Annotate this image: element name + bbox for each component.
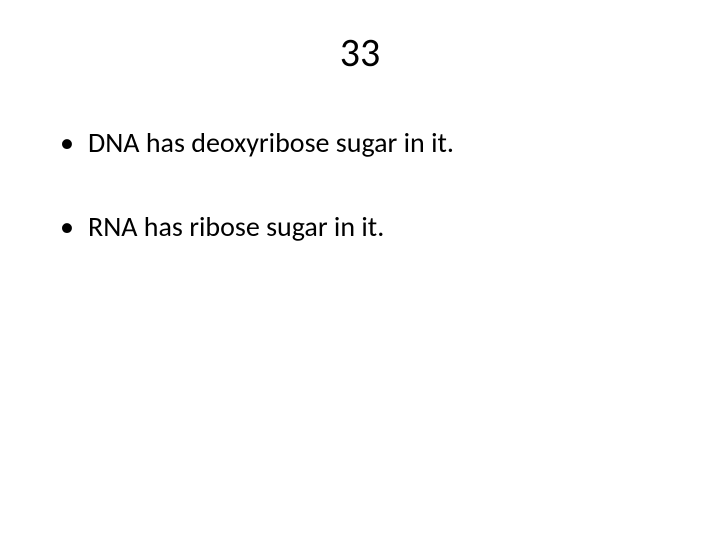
list-item: RNA has ribose sugar in it. <box>60 209 680 245</box>
bullet-list: DNA has deoxyribose sugar in it. RNA has… <box>40 125 680 246</box>
slide-container: 33 DNA has deoxyribose sugar in it. RNA … <box>0 0 720 540</box>
slide-title: 33 <box>40 28 680 77</box>
list-item: DNA has deoxyribose sugar in it. <box>60 125 680 161</box>
